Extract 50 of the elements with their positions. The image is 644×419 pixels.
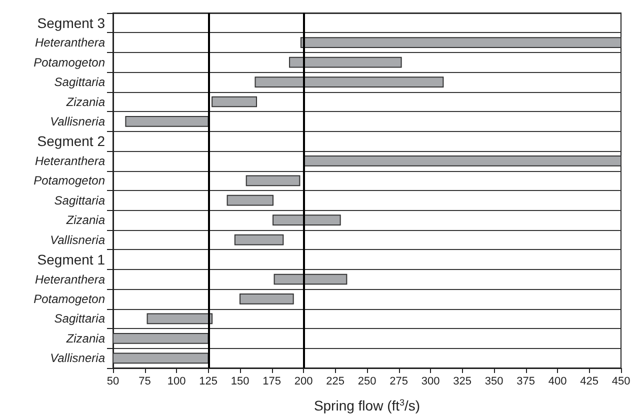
x-tick-label: 50 (106, 376, 120, 388)
y-tick-label: Sagittaria (54, 75, 106, 90)
y-tick-label: Zizania (65, 213, 106, 228)
y-tick-label: Zizania (65, 94, 106, 109)
y-tick-label: Potamogeton (34, 55, 106, 70)
y-tick-label: Segment 1 (37, 252, 106, 268)
x-tick-label: 375 (516, 376, 535, 388)
bar (289, 56, 402, 68)
y-tick-label: Heteranthera (34, 272, 106, 286)
bar (112, 352, 209, 364)
x-tick-label: 450 (612, 376, 630, 388)
x-tick-label: 100 (167, 376, 186, 388)
bar (303, 155, 622, 166)
y-tick-label: Sagittaria (54, 193, 106, 208)
y-tick-label: Vallisneria (50, 114, 106, 128)
x-tick-label: 225 (326, 376, 344, 388)
x-tick-label: 125 (199, 376, 218, 388)
bar (212, 96, 258, 108)
y-tick-label: Vallisneria (50, 351, 106, 366)
y-tick-label: Potamogeton (34, 174, 106, 188)
y-tick-label: Segment 3 (37, 14, 106, 31)
x-tick-label: 350 (484, 376, 504, 388)
x-tick-label: 250 (358, 376, 376, 388)
bar (226, 194, 274, 206)
bar (274, 274, 348, 285)
x-tick-label: 275 (390, 376, 408, 388)
x-tick-label: 300 (421, 376, 440, 388)
bar (254, 76, 444, 88)
bar (125, 116, 209, 127)
bar (240, 294, 294, 304)
x-tick-label: 200 (294, 376, 313, 388)
y-tick-label: Sagittaria (54, 312, 106, 326)
y-tick-label: Segment 2 (37, 133, 106, 150)
bar (146, 313, 213, 324)
x-tick-label: 150 (230, 376, 250, 388)
bar (112, 332, 209, 344)
x-tick-label: 325 (453, 376, 472, 388)
x-tick-label: 75 (138, 376, 151, 388)
y-tick-label: Potamogeton (34, 292, 106, 306)
x-tick-label: 425 (580, 376, 598, 388)
x-tick-label: 175 (262, 376, 281, 388)
bar (234, 234, 284, 246)
y-tick-label: Heteranthera (34, 154, 106, 168)
y-tick-label: Zizania (65, 331, 106, 346)
bar (272, 214, 341, 226)
y-tick-label: Vallisneria (50, 232, 106, 247)
x-tick-label: 400 (548, 376, 567, 388)
y-tick-label: Heteranthera (34, 36, 106, 50)
bar (300, 37, 622, 48)
bar (246, 175, 300, 186)
